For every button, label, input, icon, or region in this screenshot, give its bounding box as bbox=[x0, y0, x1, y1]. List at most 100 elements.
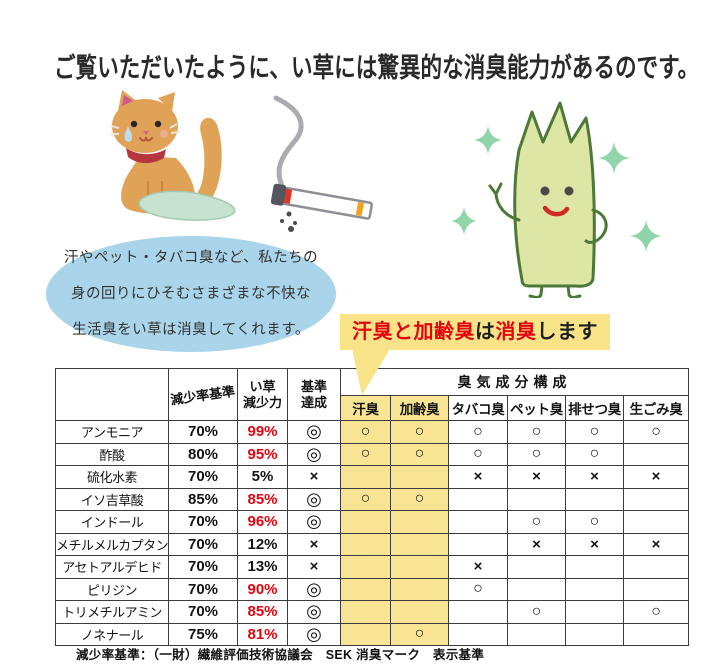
callout-text: 汗臭と加齢臭は消臭します bbox=[340, 314, 610, 350]
ember bbox=[283, 188, 293, 204]
igusa-value: 12% bbox=[237, 532, 288, 556]
odor-mark: ○ bbox=[507, 420, 566, 444]
pass-mark: ◎ bbox=[287, 622, 341, 646]
odor-mark bbox=[622, 555, 690, 579]
mascot-eye-right bbox=[564, 186, 574, 196]
standard-value: 70% bbox=[168, 532, 238, 556]
sparkle-icon bbox=[451, 126, 662, 252]
standard-value: 85% bbox=[168, 487, 238, 511]
substance-name: メチルメルカプタン bbox=[55, 532, 169, 556]
table-row: ノネナール 75% 81% ◎ ○ bbox=[55, 622, 690, 646]
odor-mark bbox=[507, 622, 566, 646]
odor-mark bbox=[622, 487, 690, 511]
odor-mark bbox=[565, 622, 624, 646]
odor-mark bbox=[622, 510, 690, 534]
odor-mark: × bbox=[565, 465, 624, 489]
cat-nose bbox=[143, 131, 149, 135]
substance-name: イソ吉草酸 bbox=[55, 487, 169, 511]
sweat-drop-icon bbox=[124, 126, 133, 142]
table-row: アセトアルデヒド 70% 13% × × bbox=[55, 555, 690, 579]
table-row: トリメチルアミン 70% 85% ◎ ○ ○ bbox=[55, 600, 690, 624]
odor-mark: × bbox=[565, 532, 624, 556]
substance-name: トリメチルアミン bbox=[55, 600, 169, 624]
col-header-odor: 排せつ臭 bbox=[565, 395, 624, 421]
mascot-right-arm bbox=[584, 208, 608, 244]
odor-mark: ○ bbox=[448, 442, 508, 466]
odor-mark bbox=[565, 555, 624, 579]
odor-mark: × bbox=[507, 465, 566, 489]
odor-mark: ○ bbox=[565, 510, 624, 534]
odor-mark: × bbox=[448, 555, 508, 579]
odor-mark: ○ bbox=[507, 510, 566, 534]
standard-value: 70% bbox=[168, 577, 238, 601]
page-title: ご覧いただいたように、い草には驚異的な消臭能力があるのです。 bbox=[54, 46, 714, 83]
odor-mark bbox=[448, 487, 508, 511]
odor-mark: ○ bbox=[507, 600, 566, 624]
col-header-igusa-power: い草 減少力 bbox=[237, 368, 288, 421]
substance-name: ピリジン bbox=[55, 577, 169, 601]
callout-segment: します bbox=[536, 321, 598, 343]
igusa-value: 99% bbox=[237, 420, 288, 444]
odor-mark: ○ bbox=[507, 442, 566, 466]
odor-mark bbox=[448, 600, 508, 624]
odor-mark: ○ bbox=[390, 487, 449, 511]
cat-eye-right bbox=[154, 120, 162, 128]
pass-mark: × bbox=[287, 532, 341, 556]
odor-mark: × bbox=[622, 532, 690, 556]
odor-mark bbox=[448, 622, 508, 646]
pass-mark: ◎ bbox=[287, 510, 341, 534]
odor-mark bbox=[565, 487, 624, 511]
odor-mark bbox=[390, 600, 449, 624]
mascot-smile bbox=[542, 205, 570, 217]
standard-value: 70% bbox=[168, 510, 238, 534]
mascot-legs bbox=[528, 284, 582, 298]
odor-mark bbox=[390, 577, 449, 601]
odor-mark bbox=[507, 487, 566, 511]
cat-collar bbox=[126, 148, 166, 164]
odor-mark: ○ bbox=[340, 442, 391, 466]
cat-tail bbox=[189, 117, 222, 211]
bubble-line: 生活臭をい草は消臭してくれます。 bbox=[72, 322, 310, 338]
igusa-value: 81% bbox=[237, 622, 288, 646]
odor-mark bbox=[507, 555, 566, 579]
cat-ear-right bbox=[158, 92, 175, 112]
col-header-odor: タバコ臭 bbox=[448, 395, 508, 421]
standard-value: 70% bbox=[168, 600, 238, 624]
odor-mark: ○ bbox=[340, 420, 391, 444]
pass-mark: ◎ bbox=[287, 420, 341, 444]
odor-mark bbox=[448, 510, 508, 534]
callout-segment: 消臭 bbox=[495, 321, 537, 343]
callout-segment: は bbox=[475, 321, 496, 343]
substance-name: インドール bbox=[55, 510, 169, 534]
col-header-pass: 基準 達成 bbox=[287, 368, 341, 421]
igusa-value: 13% bbox=[237, 555, 288, 579]
pass-mark: ◎ bbox=[287, 487, 341, 511]
standard-value: 80% bbox=[168, 442, 238, 466]
pee-puddle bbox=[138, 190, 236, 221]
pass-mark: × bbox=[287, 555, 341, 579]
igusa-value: 85% bbox=[237, 600, 288, 624]
odor-mark bbox=[340, 532, 391, 556]
table-row: 酢酸 80% 95% ◎ ○ ○ ○ ○ ○ bbox=[55, 442, 690, 466]
odor-mark: ○ bbox=[390, 420, 449, 444]
pass-mark: ◎ bbox=[287, 442, 341, 466]
cat-ear-inner bbox=[122, 95, 133, 106]
odor-mark bbox=[390, 510, 449, 534]
odor-mark bbox=[390, 555, 449, 579]
odor-mark: ○ bbox=[448, 577, 508, 601]
deodorizing-table: 減少率基準 い草 減少力 基準 達成 臭気成分構成 汗臭 加齢臭 タバコ臭 ペット臭排… bbox=[55, 368, 690, 646]
table-row: イソ吉草酸 85% 85% ◎ ○ ○ bbox=[55, 487, 690, 511]
odor-mark: × bbox=[622, 465, 690, 489]
col-header-standard: 減少率基準 bbox=[168, 368, 238, 421]
substance-name: アセトアルデヒド bbox=[55, 555, 169, 579]
odor-mark: ○ bbox=[565, 420, 624, 444]
bubble-line: 汗やペット・タバコ臭など、私たちの bbox=[63, 250, 319, 266]
odor-mark bbox=[565, 600, 624, 624]
odor-mark bbox=[565, 577, 624, 601]
col-header-standard-label: 減少率基準 bbox=[169, 383, 237, 407]
odor-mark: ○ bbox=[565, 442, 624, 466]
standard-value: 70% bbox=[168, 555, 238, 579]
smoke-icon bbox=[273, 95, 304, 193]
odor-mark: ○ bbox=[340, 487, 391, 511]
